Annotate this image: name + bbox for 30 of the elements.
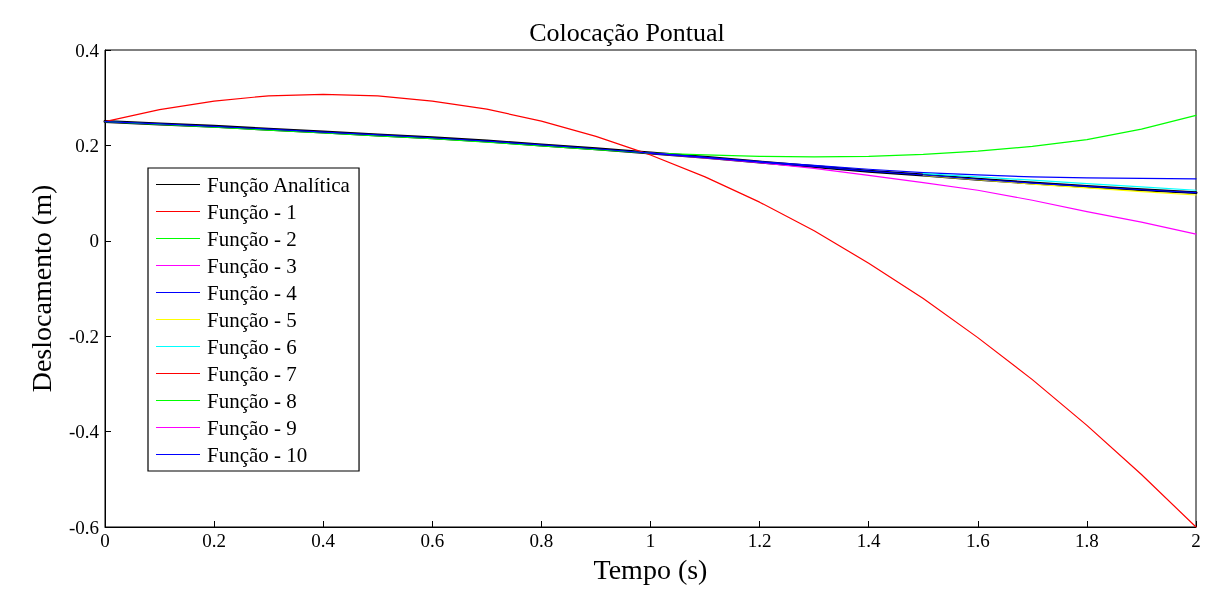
x-tick-label: 1	[645, 530, 656, 551]
legend-label: Função - 5	[207, 307, 297, 332]
legend-label: Função - 4	[207, 280, 298, 305]
x-tick-label: 0.4	[311, 530, 336, 551]
x-axis-title: Tempo (s)	[593, 553, 708, 585]
y-tick-label: 0.2	[75, 134, 99, 156]
y-tick-label: 0	[89, 230, 99, 252]
legend-label: Função - 6	[207, 334, 297, 359]
x-tick-label: 1.2	[747, 530, 772, 551]
legend-label: Função - 2	[207, 226, 297, 251]
legend-label: Função - 7	[207, 361, 297, 386]
legend-label: Função - 10	[207, 442, 308, 467]
y-tick-label: -0.4	[68, 421, 100, 443]
legend-label: Função - 9	[207, 415, 297, 440]
x-tick-label: 1.4	[856, 530, 882, 551]
y-tick-label: -0.6	[68, 516, 99, 538]
x-tick-label: 0.8	[529, 530, 554, 551]
chart-title: Colocação Pontual	[529, 17, 725, 47]
legend-label: Função Analítica	[207, 172, 351, 197]
y-tick-label: -0.2	[68, 325, 99, 347]
x-tick-label: 1.6	[965, 530, 990, 551]
legend-label: Função - 1	[207, 199, 297, 224]
x-tick-label: 0.2	[202, 530, 226, 551]
legend-label: Função - 3	[207, 253, 297, 278]
y-axis-title: Deslocamento (m)	[25, 184, 57, 393]
legend-label: Função - 8	[207, 388, 297, 413]
x-tick-label: 0.6	[420, 530, 445, 551]
y-tick-label: 0.4	[75, 39, 100, 61]
x-tick-label: 1.8	[1075, 530, 1099, 551]
x-tick-label: 2	[1191, 530, 1201, 551]
